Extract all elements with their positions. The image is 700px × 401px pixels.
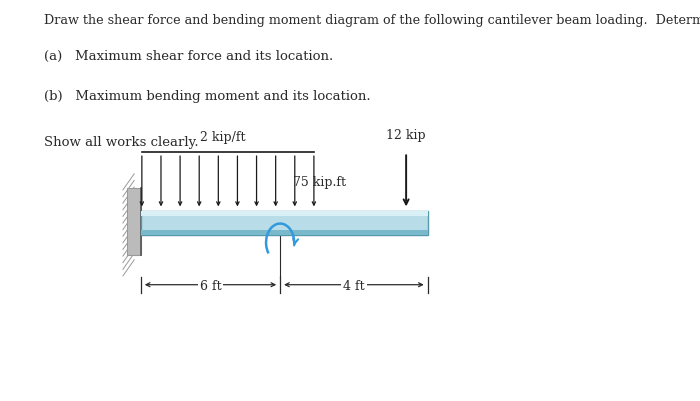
Bar — [141, 211, 428, 216]
Text: 4 ft: 4 ft — [343, 280, 365, 293]
Bar — [141, 230, 428, 235]
Text: (b)   Maximum bending moment and its location.: (b) Maximum bending moment and its locat… — [43, 90, 370, 103]
Text: (a)   Maximum shear force and its location.: (a) Maximum shear force and its location… — [43, 50, 332, 63]
Bar — [141, 211, 428, 235]
Text: 75 kip.ft: 75 kip.ft — [293, 176, 346, 189]
Text: Show all works clearly.: Show all works clearly. — [43, 136, 198, 149]
Text: 6 ft: 6 ft — [199, 280, 221, 293]
Text: Draw the shear force and bending moment diagram of the following cantilever beam: Draw the shear force and bending moment … — [43, 14, 700, 27]
Text: 2 kip/ft: 2 kip/ft — [200, 132, 246, 144]
Bar — [127, 188, 141, 255]
Text: 12 kip: 12 kip — [386, 130, 426, 142]
